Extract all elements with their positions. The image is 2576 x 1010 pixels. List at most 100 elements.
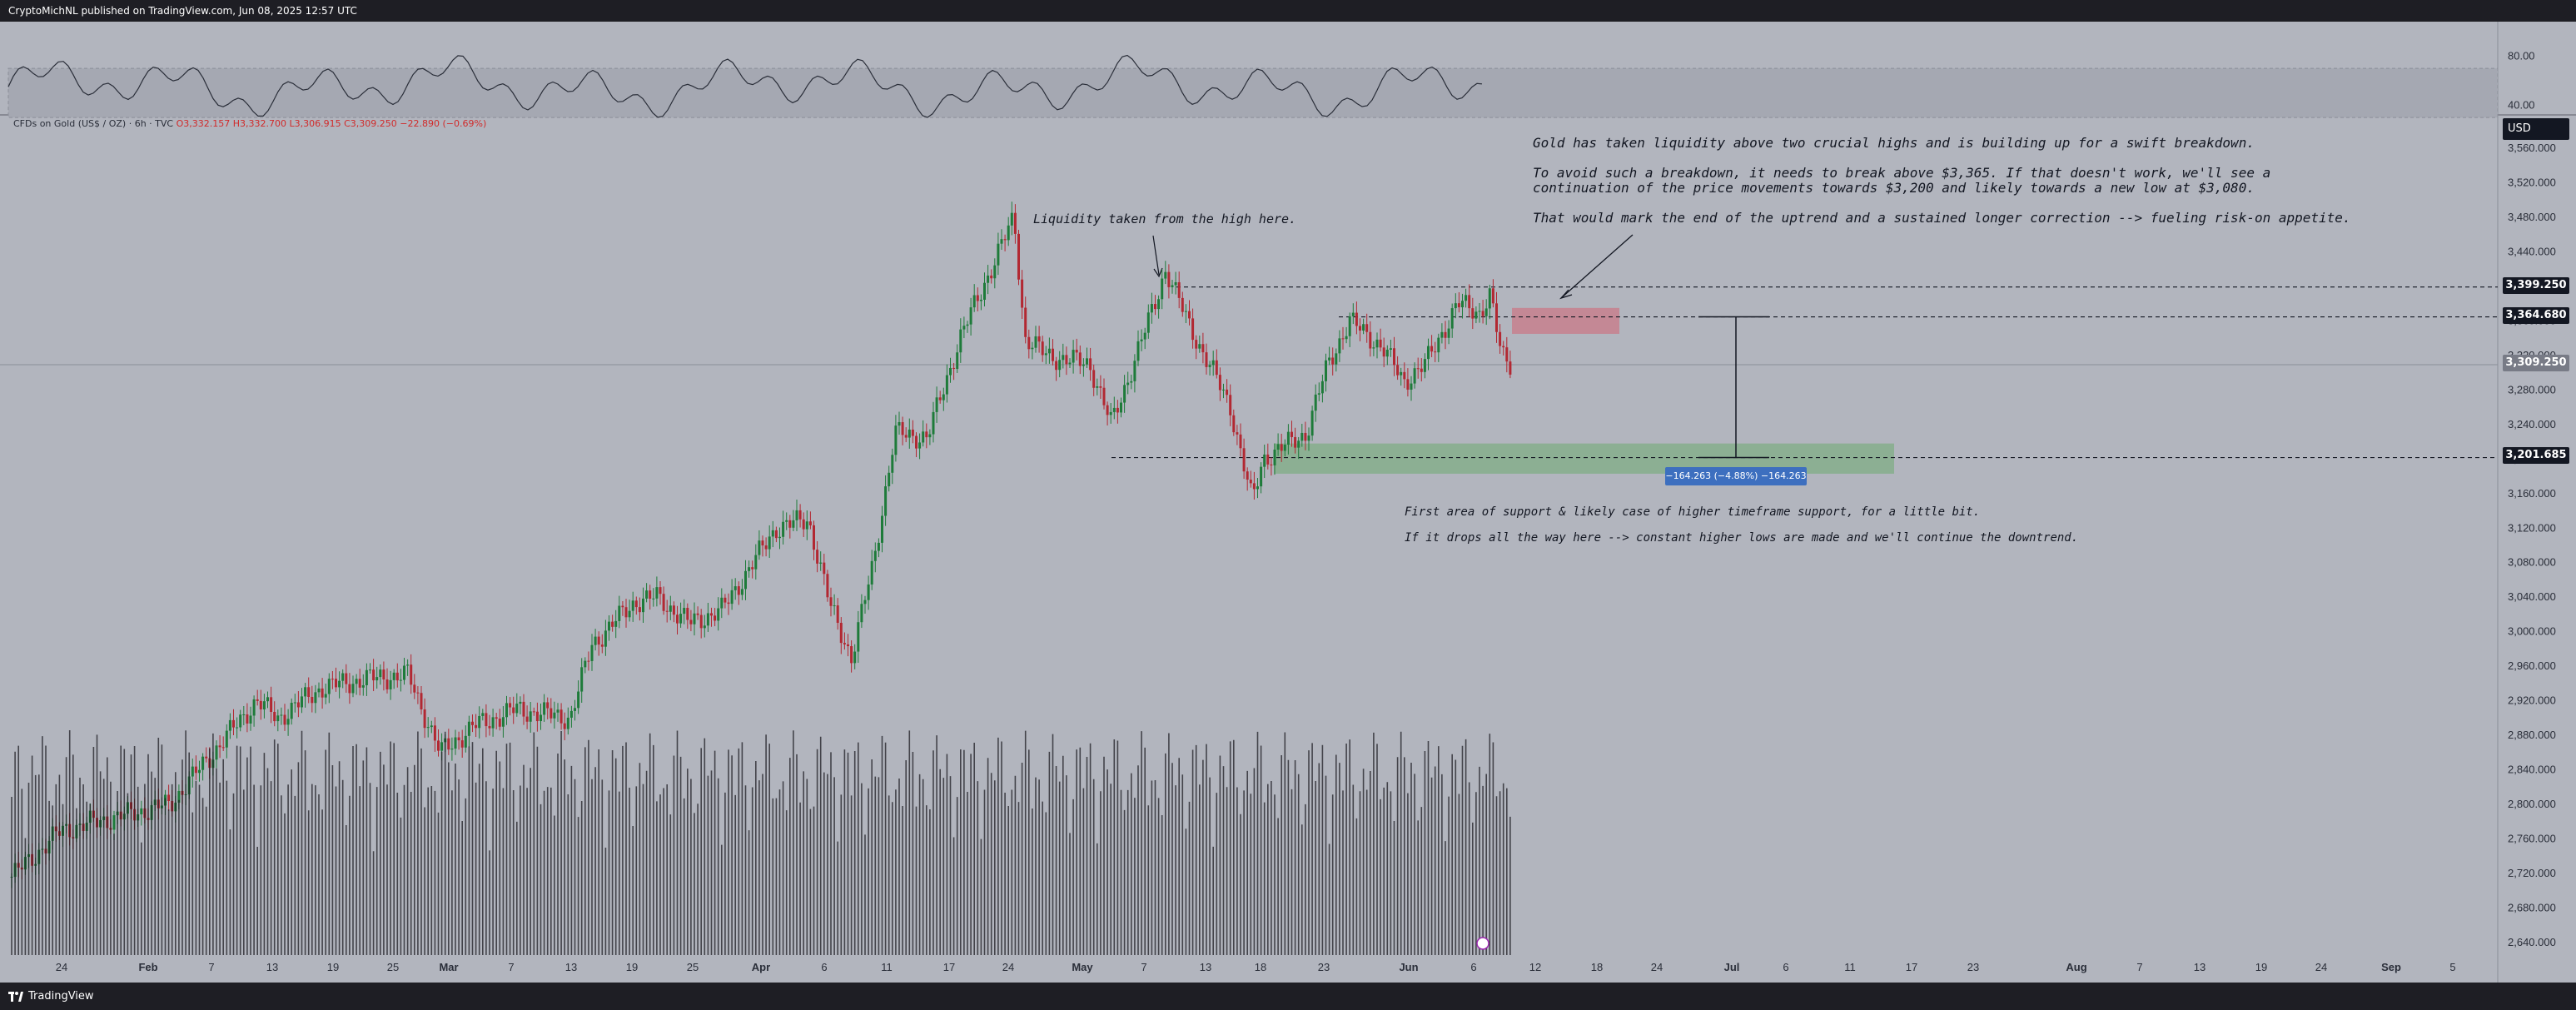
candle-body [987,275,990,283]
price-tick-label: 2,640.000 [2508,936,2556,948]
candle-body [1461,301,1464,308]
candle-body [1484,308,1488,316]
price-chart[interactable]: 3,560.0003,520.0003,480.0003,440.0003,40… [0,22,2576,983]
candle-body [1218,375,1221,391]
candle-body [1341,338,1345,340]
candle-body [1106,405,1109,415]
candle-body [1304,432,1307,441]
candle-body [1328,357,1331,361]
candle-body [1195,340,1198,349]
candle-body [898,421,901,426]
candle-body [894,425,898,455]
candle-body [1375,339,1379,348]
candle-body [870,560,873,585]
candle-body [1502,346,1505,348]
candle-body [816,550,819,564]
candle-body [372,669,375,681]
pointer-arrow-line [1560,234,1634,299]
candle-body [1229,395,1232,415]
candle-body [1427,346,1430,360]
candle-body [959,329,962,353]
candle-body [877,542,880,551]
candle-body [535,711,539,722]
candle-body [1222,389,1225,391]
time-tick-label: 17 [943,961,955,973]
candle-body [1205,352,1208,367]
candle-body [1232,415,1236,433]
candle-body [1126,382,1130,386]
candle-body [587,660,590,662]
time-tick-label: Jul [1724,961,1740,973]
candle-body [1495,303,1498,332]
candle-body [597,636,600,645]
candle-body [314,692,317,704]
candle-body [335,679,337,688]
candle-body [1317,393,1320,395]
candle-body [242,714,246,715]
time-tick-label: 24 [2315,961,2327,973]
candle-body [361,684,365,688]
candle-body [1089,358,1092,371]
candle-body [1123,385,1126,403]
legend-change: −22.890 (−0.69%) [400,118,487,129]
candle-body [1068,362,1072,365]
currency-badge[interactable]: USD [2503,118,2569,140]
candle-body [201,756,205,770]
time-tick-label: 19 [626,961,638,973]
candle-body [540,714,542,722]
candle-body [768,536,771,550]
price-tick-label: 2,840.000 [2508,764,2556,776]
candle-body [689,619,693,624]
candle-body [563,723,566,729]
candle-body [140,808,143,815]
tradingview-logo[interactable]: TradingView [8,990,94,1003]
candle-body [867,584,870,600]
candle-body [1410,383,1413,390]
candle-body [850,646,853,664]
publish-info: CryptoMichNL published on TradingView.co… [8,5,357,17]
time-tick-label: 18 [1591,961,1603,973]
legend-open: O3,332.157 [176,118,231,129]
time-tick-label: 7 [2136,961,2142,973]
price-tick-label: 3,480.000 [2508,211,2556,223]
candle-body [1369,331,1372,349]
candle-body [891,455,894,473]
candle-body [426,727,430,729]
candle-body [1400,371,1403,376]
price-label-resistance: 3,364.680 [2503,307,2569,324]
footer-bar: TradingView [0,983,2576,1010]
candle-body [1150,304,1153,313]
candle-body [881,515,883,543]
candle-body [249,715,252,724]
candle-body [1154,304,1156,310]
price-tick-label: 3,080.000 [2508,556,2556,569]
candle-body [437,740,440,751]
annotation-support-1: First area of support & likely case of h… [1405,505,1981,519]
candle-body [1021,279,1024,308]
candle-body [406,664,410,666]
candle-body [304,687,307,697]
price-tick-label: 3,120.000 [2508,521,2556,534]
candle-body [1280,444,1283,451]
candle-body [1024,307,1027,337]
candle-body [949,367,952,376]
candle-body [1297,440,1300,448]
candle-body [485,713,488,727]
time-tick-label: 24 [1002,961,1014,973]
candle-body [577,691,580,709]
candle-body [1320,381,1324,394]
candle-body [805,521,808,530]
candle-body [246,714,249,724]
candle-body [1171,285,1174,287]
candle-body [724,597,727,603]
candle-body [420,693,423,709]
liquidity-arrow-head [1153,267,1163,278]
annotation-main-2b: continuation of the price movements towa… [1533,180,2255,196]
price-range-measure[interactable]: −164.263 (−4.88%) −164.263 [1665,467,1807,485]
time-tick-label: Mar [439,961,458,973]
candle-body [481,713,485,716]
candle-body [1246,471,1249,480]
candle-body [467,721,470,736]
pointer-arrow-head [1559,289,1573,300]
candle-body [440,742,444,751]
